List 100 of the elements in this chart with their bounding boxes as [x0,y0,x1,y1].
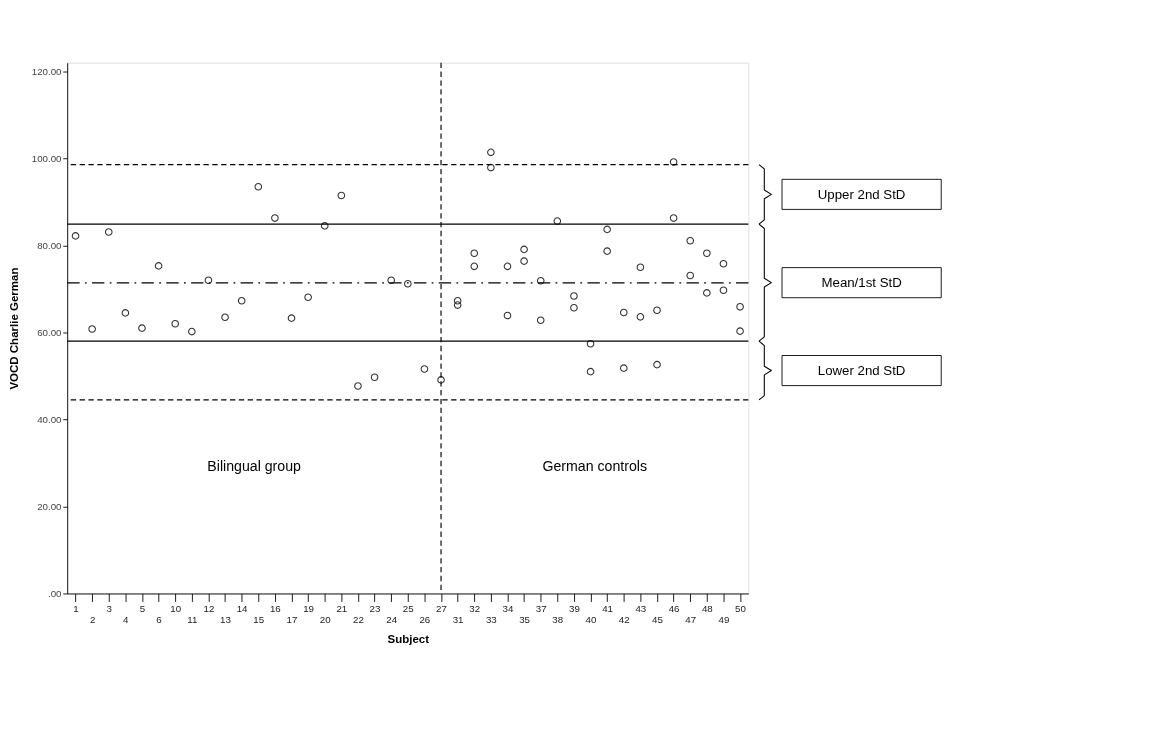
point [470,249,479,258]
point [536,316,545,325]
x-tick-label: 2 [89,614,96,626]
x-tick-label: 6 [156,614,162,626]
point [370,373,379,382]
point [520,257,528,265]
point [619,364,628,372]
x-tick-label: 46 [668,602,680,614]
x-tick-label: 10 [170,602,182,614]
point [154,262,163,270]
x-tick-label: 33 [485,614,497,626]
point [204,276,213,285]
x-tick-label: 41 [602,602,614,614]
annotation: Bilingual group [207,457,302,474]
x-tick-label: 21 [336,602,348,614]
point [188,327,196,336]
y-tick-label: 80.00 [37,239,63,251]
point [420,365,429,373]
point [570,292,578,300]
x-tick-label: 16 [269,602,281,614]
y-tick-label: 20.00 [37,500,63,512]
x-tick-label: 5 [139,602,146,614]
point [653,360,661,369]
point [586,339,595,348]
x-tick-label: 20 [319,614,332,626]
x-tick-label: 26 [419,614,431,626]
point [553,217,562,225]
x-tick-label: 50 [735,602,747,614]
point [121,309,130,317]
y-tick-label: .00 [47,587,63,599]
point [104,228,113,236]
point [271,214,279,222]
x-tick-label: 13 [220,614,231,626]
point [669,214,678,222]
point [387,276,395,285]
x-tick-label: 4 [123,614,130,626]
point [287,314,296,322]
point [138,324,146,332]
point [703,249,711,258]
text: Mean/1st StD [821,275,902,291]
point [171,319,180,328]
point [503,262,512,271]
x-tick-label: 27 [436,602,447,614]
point [686,236,695,245]
y-tick-label: 120.00 [31,65,63,77]
point [221,313,229,322]
point [653,306,661,315]
x-tick-label: 35 [519,614,530,626]
x-tick-label: 31 [452,614,464,626]
x-tick-label: 38 [552,614,564,626]
point [736,303,744,311]
x-tick-label: 42 [618,614,630,626]
annotation: German controls [542,457,647,474]
point [736,327,744,335]
point [437,376,445,384]
x-tick-label: 1 [73,602,79,614]
x-tick-label: 34 [502,602,514,614]
point [603,225,611,234]
x-tick-label: 22 [353,614,364,626]
point [354,382,362,390]
x-tick-label: 47 [685,614,697,626]
point [703,289,711,297]
point [686,271,695,280]
y-tick-label: 60.00 [37,326,63,338]
point [88,325,96,333]
point [619,308,628,317]
y-tick-label: 40.00 [37,413,63,425]
point [320,222,329,230]
point [636,263,645,272]
text: Upper 2nd StD [817,186,906,202]
point [254,182,263,191]
x-tick-label: 24 [386,614,398,626]
y-axis-title: VOCD Charlie German [8,267,21,390]
x-tick-label: 3 [106,602,112,614]
point [337,191,346,200]
x-tick-label: 25 [402,602,414,614]
text: Lower 2nd StD [817,362,906,378]
x-tick-label: 14 [236,602,249,614]
x-tick-label: 40 [585,614,597,626]
x-tick-label: 32 [469,602,481,614]
x-tick-label: 39 [568,602,580,614]
x-tick-label: 11 [187,614,198,626]
point [536,276,545,285]
point [453,296,462,305]
x-tick-label: 15 [253,614,265,626]
point [719,259,728,268]
x-tick-label: 12 [203,602,215,614]
point [487,163,495,172]
x-tick-label: 45 [652,614,663,626]
point [470,262,479,271]
point [487,148,495,157]
point [237,296,246,305]
point [603,247,611,255]
point [570,303,578,312]
x-tick-label: 48 [701,602,713,614]
point [636,313,645,321]
point [453,301,462,309]
point [669,158,678,166]
x-axis-title: Subject [387,632,430,645]
point [404,279,412,288]
